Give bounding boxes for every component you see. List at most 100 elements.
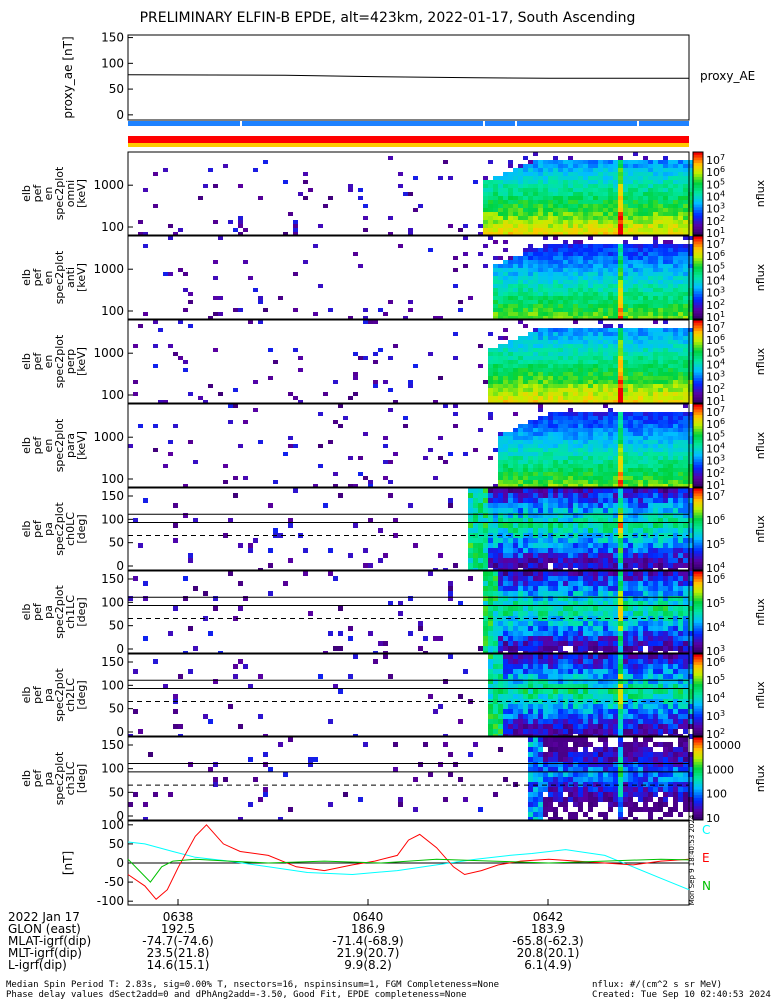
spectrogram-cell [468, 296, 473, 300]
spectrogram-cell [623, 440, 628, 444]
spectrogram-cell [663, 460, 668, 464]
spectrogram-cell [628, 164, 633, 168]
spectrogram-cell [488, 184, 493, 188]
spectrogram-cell [568, 518, 573, 523]
spectrogram-cell [488, 236, 493, 240]
spectrogram-cell [353, 376, 358, 380]
spectrogram-cell [613, 368, 618, 372]
spectrogram-cell [638, 280, 643, 284]
spectrogram-cell [578, 631, 583, 636]
spectrogram-cell [548, 636, 553, 641]
spectrogram-cell [553, 571, 558, 576]
spectrogram-cell [553, 420, 558, 424]
spectrogram-cell [473, 498, 478, 503]
spectrogram-cell [648, 372, 653, 376]
spectrogram-cell [673, 508, 678, 513]
colorbar-segment [693, 258, 703, 262]
colorbar-segment [693, 193, 703, 197]
spectrogram-cell [673, 348, 678, 352]
spectrogram-cell [593, 356, 598, 360]
spectrogram-ytick-label: 100 [101, 220, 124, 234]
spectrogram-cell [663, 156, 668, 160]
spectrogram-cell [688, 432, 693, 436]
spectrogram-cell [603, 576, 608, 581]
spectrogram-ylabel-line: para [64, 433, 77, 458]
spectrogram-cell [578, 468, 583, 472]
spectrogram-cell [623, 646, 628, 651]
spectrogram-cell [673, 248, 678, 252]
spectrogram-cell [598, 332, 603, 336]
spectrogram-cell [543, 596, 548, 601]
spectrogram-cell [368, 631, 373, 636]
spectrogram-cell [548, 252, 553, 256]
spectrogram-cell [503, 596, 508, 601]
spectrogram-cell [393, 344, 398, 348]
spectrogram-cell [213, 260, 218, 264]
spectrogram-cell [558, 518, 563, 523]
spectrogram-cell [528, 344, 533, 348]
colorbar-segment [693, 481, 703, 485]
spectrogram-cell [683, 416, 688, 420]
spectrogram-cell [138, 543, 143, 548]
spectrogram-cell [563, 372, 568, 376]
spectrogram-cell [583, 196, 588, 200]
spectrogram-cell [548, 518, 553, 523]
spectrogram-cell [563, 300, 568, 304]
spectrogram-cell [628, 436, 633, 440]
spectrogram-cell [548, 616, 553, 621]
spectrogram-cell [658, 316, 663, 320]
spectrogram-cell [588, 392, 593, 396]
spectrogram-cell [583, 606, 588, 611]
spectrogram-cell [398, 611, 403, 616]
spectrogram-cell [673, 212, 678, 216]
spectrogram-cell [663, 448, 668, 452]
spectrogram-cell [633, 340, 638, 344]
spectrogram-cell [543, 256, 548, 260]
spectrogram-cell [598, 416, 603, 420]
spectrogram-cell [583, 184, 588, 188]
spectrogram-cell [528, 456, 533, 460]
spectrogram-cell [628, 513, 633, 518]
spectrogram-cell [508, 224, 513, 228]
spectrogram-cell [328, 548, 333, 553]
spectrogram-cell [628, 646, 633, 651]
spectrogram-cell [398, 184, 403, 188]
spectrogram-cell [608, 232, 613, 236]
spectrogram-cell [663, 172, 668, 176]
spectrogram-cell [603, 192, 608, 196]
spectrogram-cell [513, 553, 518, 558]
spectrogram-cell [663, 348, 668, 352]
spectrogram-cell [548, 503, 553, 508]
spectrogram-cell [678, 380, 683, 384]
spectrogram-cell [648, 448, 653, 452]
spectrogram-cell [628, 384, 633, 388]
spectrogram-cell [563, 220, 568, 224]
spectrogram-cell [563, 376, 568, 380]
spectrogram-cell [268, 591, 273, 596]
spectrogram-cell [593, 456, 598, 460]
colorbar-segment [693, 307, 703, 312]
spectrogram-cell [493, 523, 498, 528]
spectrogram-cell [608, 288, 613, 292]
spectrogram-cell [168, 344, 173, 348]
spectrogram-cell [678, 563, 683, 568]
spectrogram-cell [653, 200, 658, 204]
spectrogram-cell [668, 168, 673, 172]
spectrogram-cell [568, 260, 573, 264]
spectrogram-cell [483, 498, 488, 503]
spectrogram-cell [568, 543, 573, 548]
spectrogram-cell [518, 380, 523, 384]
spectrogram-cell [538, 518, 543, 523]
spectrogram-cell [663, 396, 668, 400]
spectrogram-cell [468, 513, 473, 518]
spectrogram-cell [543, 332, 548, 336]
spectrogram-cell [473, 448, 478, 452]
spectrogram-cell [573, 484, 578, 488]
spectrogram-cell [683, 553, 688, 558]
spectrogram-cell [543, 464, 548, 468]
spectrogram-cell [583, 412, 588, 416]
spectrogram-cell [573, 268, 578, 272]
spectrogram-cell [658, 216, 663, 220]
spectrogram-cell [603, 412, 608, 416]
colorbar-segment [693, 567, 703, 571]
